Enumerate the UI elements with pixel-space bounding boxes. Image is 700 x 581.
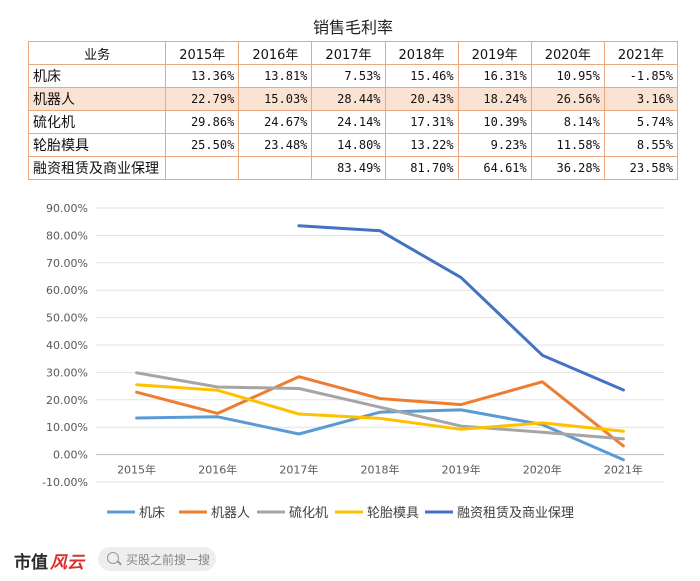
header-cell: 2018年 — [384, 41, 459, 65]
y-axis-ticks: -10.00% 0.00% 10.00% 20.00% 30.00% 40.00% 50.0… — [42, 202, 88, 489]
table-cell: 28.44% — [311, 87, 386, 111]
search-placeholder: 买股之前搜一搜 — [126, 553, 211, 567]
table-row-highlighted: 机器人 22.79% 15.03% 28.44% 20.43% 18.24% 2… — [27, 87, 679, 111]
table-cell: 13.22% — [384, 133, 459, 157]
table-header-row: 业务 2015年 2016年 2017年 2018年 2019年 2020年 2… — [27, 41, 679, 65]
table-cell: 5.74% — [603, 110, 679, 134]
header-cell: 2019年 — [457, 41, 532, 65]
table-cell: 22.79% — [165, 87, 240, 111]
y-tick-label: 50.00% — [46, 312, 88, 325]
y-tick-label: 0.00% — [53, 449, 88, 462]
table-cell: 18.24% — [457, 87, 532, 111]
header-cell: 2016年 — [238, 41, 313, 65]
table-cell: 81.70% — [384, 156, 459, 180]
chart-grid — [96, 207, 664, 483]
series-line — [135, 375, 625, 448]
legend-label: 融资租赁及商业保理 — [457, 506, 574, 521]
table-row: 融资租赁及商业保理 83.49% 81.70% 64.61% 36.28% 23… — [27, 156, 679, 180]
row-label: 机器人 — [27, 87, 167, 111]
y-tick-label: 80.00% — [46, 229, 88, 242]
y-tick-label: 40.00% — [46, 339, 88, 352]
series-line — [297, 224, 625, 392]
table-cell: 13.81% — [238, 64, 313, 88]
table-cell — [165, 156, 240, 180]
table-row: 机床 13.36% 13.81% 7.53% 15.46% 16.31% 10.… — [27, 64, 679, 88]
search-icon — [107, 552, 119, 564]
brand-mark: 风云 — [50, 553, 84, 573]
y-tick-label: 90.00% — [46, 202, 88, 215]
header-cell: 2015年 — [165, 41, 240, 65]
table-cell: 8.14% — [530, 110, 605, 134]
table-cell: 10.39% — [457, 110, 532, 134]
gross-margin-table: 业务 2015年 2016年 2017年 2018年 2019年 2020年 2… — [27, 41, 679, 180]
chart-legend: 机床 机器人 硫化机 轮胎模具 融资租赁及商业保理 — [107, 506, 574, 521]
footer-bar: 市值 风云 买股之前搜一搜 — [0, 540, 700, 581]
header-cell: 业务 — [27, 41, 167, 65]
header-cell: 2021年 — [603, 41, 679, 65]
brand-text: 市值 — [14, 553, 48, 573]
y-tick-label: 20.00% — [46, 394, 88, 407]
x-axis-ticks: 2015年 2016年 2017年 2018年 2019年 2020年 2021年 — [117, 463, 643, 477]
legend-label: 硫化机 — [289, 506, 328, 521]
table-cell: 25.50% — [165, 133, 240, 157]
table-cell: 8.55% — [603, 133, 679, 157]
table-cell: 20.43% — [384, 87, 459, 111]
table-cell: 9.23% — [457, 133, 532, 157]
table-cell: 24.14% — [311, 110, 386, 134]
table-cell: 15.46% — [384, 64, 459, 88]
x-tick-label: 2016年 — [198, 463, 237, 477]
row-label: 轮胎模具 — [27, 133, 167, 157]
y-tick-label: 10.00% — [46, 421, 88, 434]
table-cell: -1.85% — [603, 64, 679, 88]
y-tick-label: 30.00% — [46, 366, 88, 379]
x-tick-label: 2019年 — [442, 463, 481, 477]
series-line — [135, 383, 625, 433]
x-tick-label: 2020年 — [523, 463, 562, 477]
table-cell: 29.86% — [165, 110, 240, 134]
row-label: 硫化机 — [27, 110, 167, 134]
table-cell: 7.53% — [311, 64, 386, 88]
row-label: 机床 — [27, 64, 167, 88]
chart-series — [135, 224, 625, 462]
table-cell: 13.36% — [165, 64, 240, 88]
table-cell: 26.56% — [530, 87, 605, 111]
table-cell: 10.95% — [530, 64, 605, 88]
legend-label: 轮胎模具 — [367, 506, 419, 521]
table-cell: 64.61% — [457, 156, 532, 180]
x-tick-label: 2018年 — [361, 463, 400, 477]
x-tick-label: 2015年 — [117, 463, 156, 477]
table-cell: 23.48% — [238, 133, 313, 157]
gross-margin-line-chart: -10.00% 0.00% 10.00% 20.00% 30.00% 40.00% 50.0… — [42, 202, 664, 521]
legend-label: 机器人 — [211, 506, 250, 521]
series-line — [135, 371, 625, 441]
series-line — [135, 408, 625, 462]
table-cell: 83.49% — [311, 156, 386, 180]
y-tick-label: 60.00% — [46, 284, 88, 297]
table-cell — [238, 156, 313, 180]
search-box[interactable]: 买股之前搜一搜 — [98, 547, 216, 571]
table-cell: 15.03% — [238, 87, 313, 111]
table-cell: 17.31% — [384, 110, 459, 134]
header-cell: 2020年 — [530, 41, 605, 65]
y-tick-label: 70.00% — [46, 257, 88, 270]
table-row: 硫化机 29.86% 24.67% 24.14% 17.31% 10.39% 8… — [27, 110, 679, 134]
table-cell: 16.31% — [457, 64, 532, 88]
table-cell: 23.58% — [603, 156, 679, 180]
brand-logo: 市值 风云 — [14, 548, 84, 573]
table-row: 轮胎模具 25.50% 23.48% 14.80% 13.22% 9.23% 1… — [27, 133, 679, 157]
x-tick-label: 2021年 — [604, 463, 643, 477]
table-cell: 36.28% — [530, 156, 605, 180]
table-cell: 14.80% — [311, 133, 386, 157]
header-cell: 2017年 — [311, 41, 386, 65]
y-tick-label: -10.00% — [42, 476, 88, 489]
table-title: 销售毛利率 — [312, 18, 393, 37]
table-cell: 3.16% — [603, 87, 679, 111]
x-tick-label: 2017年 — [279, 463, 318, 477]
table-cell: 24.67% — [238, 110, 313, 134]
legend-label: 机床 — [139, 506, 165, 521]
table-cell: 11.58% — [530, 133, 605, 157]
row-label: 融资租赁及商业保理 — [27, 156, 167, 180]
